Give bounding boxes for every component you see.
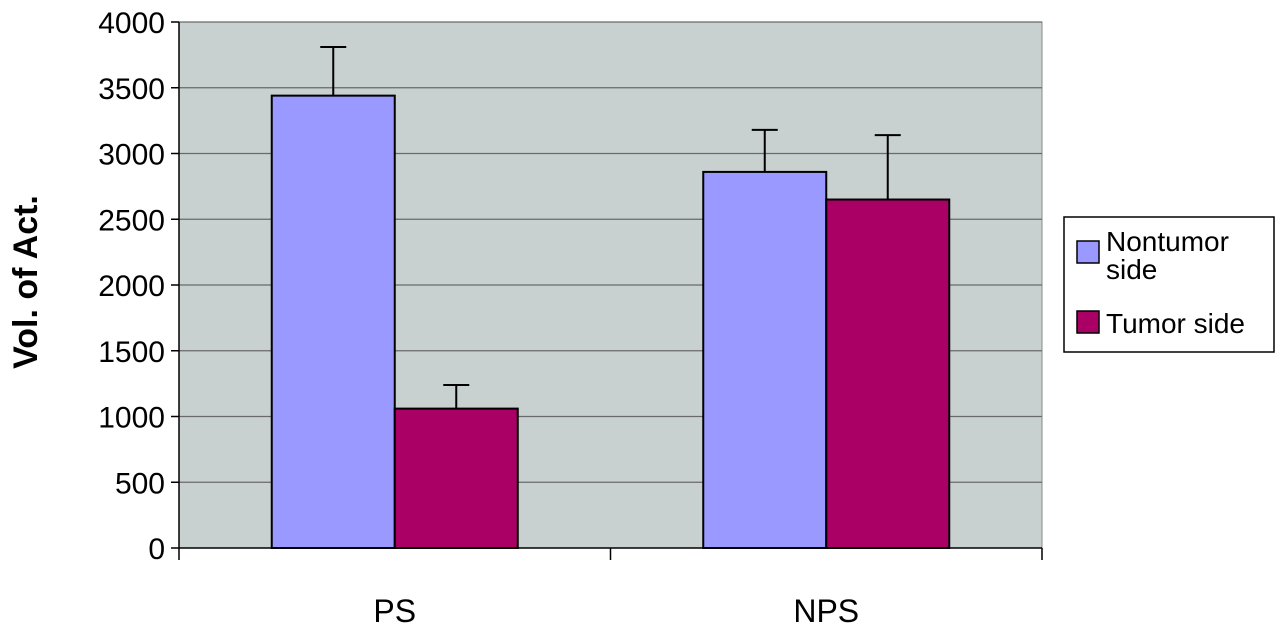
bar	[393, 407, 519, 549]
category-label: NPS	[793, 593, 859, 627]
bar	[702, 170, 828, 549]
axes	[171, 21, 1043, 560]
y-tick-label: 2000	[98, 270, 165, 303]
y-tick-label: 3000	[98, 139, 165, 172]
bar	[825, 198, 951, 549]
y-tick-labels: 0 500 1000 1500 2000 2500 3000 3500 4000	[98, 7, 165, 566]
legend-swatch	[1076, 310, 1100, 334]
legend-label: Nontumor	[1106, 226, 1229, 257]
y-tick-label: 0	[148, 533, 165, 566]
y-tick-label: 500	[115, 467, 165, 500]
legend-swatch	[1076, 240, 1100, 264]
legend-label: Tumor side	[1106, 308, 1245, 339]
y-tick-label: 3500	[98, 73, 165, 106]
y-tick-label: 4000	[98, 7, 165, 40]
legend-label: side	[1106, 254, 1157, 285]
y-tick-label: 1500	[98, 336, 165, 369]
bar	[270, 94, 396, 549]
y-tick-label: 1000	[98, 402, 165, 435]
y-axis-title: Vol. of Act.	[7, 195, 45, 369]
category-labels: PS NPS	[373, 593, 859, 627]
y-tick-label: 2500	[98, 204, 165, 237]
category-label: PS	[373, 593, 416, 627]
